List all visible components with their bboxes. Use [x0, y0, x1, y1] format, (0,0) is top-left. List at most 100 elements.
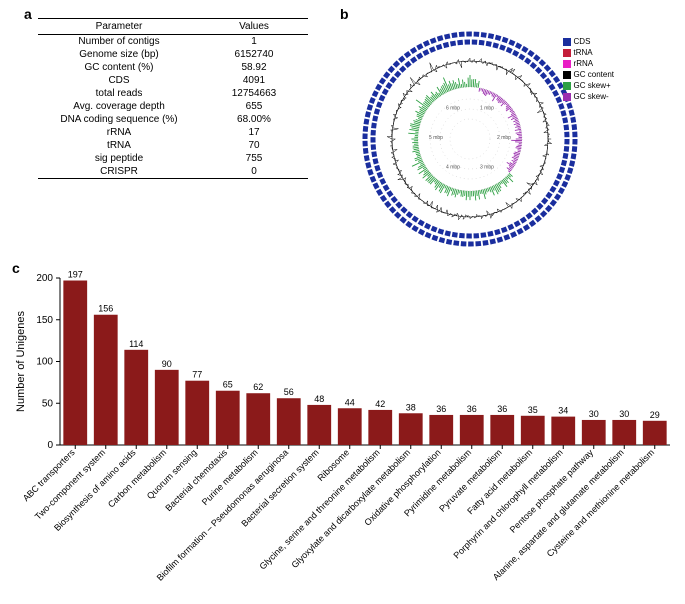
- legend-label: rRNA: [574, 58, 594, 69]
- legend-swatch: [563, 49, 571, 57]
- svg-text:2 mbp: 2 mbp: [497, 135, 511, 141]
- table-cell-param: tRNA: [38, 139, 200, 152]
- svg-text:35: 35: [528, 405, 538, 415]
- table-cell-value: 6152740: [200, 48, 308, 61]
- bar: [185, 381, 209, 445]
- bar: [399, 413, 423, 445]
- table-cell-param: Number of contigs: [38, 35, 200, 49]
- table-cell-param: total reads: [38, 87, 200, 100]
- table-cell-value: 70: [200, 139, 308, 152]
- table-cell-param: Avg. coverage depth: [38, 100, 200, 113]
- svg-text:77: 77: [192, 370, 202, 380]
- table-cell-param: CDS: [38, 74, 200, 87]
- svg-text:4 mbp: 4 mbp: [446, 164, 460, 170]
- table-row: Genome size (bp)6152740: [38, 48, 308, 61]
- bar: [521, 416, 545, 445]
- table-cell-value: 68.00%: [200, 113, 308, 126]
- table-cell-param: CRISPR: [38, 165, 200, 179]
- bar: [216, 391, 240, 445]
- legend-swatch: [563, 71, 571, 79]
- table-row: rRNA17: [38, 126, 308, 139]
- svg-text:0: 0: [47, 440, 53, 451]
- svg-text:200: 200: [36, 273, 53, 284]
- table-cell-value: 58.92: [200, 61, 308, 74]
- table-row: Number of contigs1: [38, 35, 308, 49]
- table-row: total reads12754663: [38, 87, 308, 100]
- svg-text:48: 48: [314, 394, 324, 404]
- svg-text:5 mbp: 5 mbp: [429, 135, 443, 141]
- svg-text:62: 62: [253, 382, 263, 392]
- table-header-param: Parameter: [38, 19, 200, 35]
- svg-text:156: 156: [98, 304, 113, 314]
- table-row: CDS4091: [38, 74, 308, 87]
- bar: [63, 281, 87, 445]
- legend-swatch: [563, 38, 571, 46]
- legend-label: GC skew+: [574, 80, 611, 91]
- svg-text:44: 44: [345, 397, 355, 407]
- table-cell-param: Genome size (bp): [38, 48, 200, 61]
- table-cell-value: 17: [200, 126, 308, 139]
- svg-text:42: 42: [375, 399, 385, 409]
- svg-text:36: 36: [497, 404, 507, 414]
- legend-item: GC content: [563, 69, 614, 80]
- svg-text:1 mbp: 1 mbp: [480, 106, 494, 112]
- table-cell-param: GC content (%): [38, 61, 200, 74]
- bar: [124, 350, 148, 445]
- bar: [277, 398, 301, 445]
- svg-text:38: 38: [406, 402, 416, 412]
- svg-text:197: 197: [68, 270, 83, 280]
- table-cell-value: 755: [200, 152, 308, 165]
- svg-text:100: 100: [36, 357, 53, 368]
- circos-legend: CDStRNArRNAGC contentGC skew+GC skew-: [563, 36, 614, 102]
- svg-text:Cysteine and methionine metabo: Cysteine and methionine metabolism: [545, 447, 656, 558]
- legend-item: CDS: [563, 36, 614, 47]
- table-cell-value: 0: [200, 165, 308, 179]
- bar: [643, 421, 667, 445]
- table-cell-value: 655: [200, 100, 308, 113]
- bar: [460, 415, 484, 445]
- svg-text:30: 30: [619, 409, 629, 419]
- table-cell-value: 4091: [200, 74, 308, 87]
- svg-text:36: 36: [436, 404, 446, 414]
- svg-text:Number of Unigenes: Number of Unigenes: [15, 311, 27, 412]
- table-row: DNA coding sequence (%)68.00%: [38, 113, 308, 126]
- svg-text:3 mbp: 3 mbp: [480, 164, 494, 170]
- svg-text:90: 90: [162, 359, 172, 369]
- genome-stats-table: Parameter Values Number of contigs1Genom…: [38, 18, 308, 179]
- svg-text:Purine metabolism: Purine metabolism: [200, 447, 260, 507]
- table-row: sig peptide755: [38, 152, 308, 165]
- svg-text:114: 114: [129, 339, 143, 349]
- legend-item: rRNA: [563, 58, 614, 69]
- svg-text:ABC transporters: ABC transporters: [21, 447, 77, 503]
- svg-text:36: 36: [467, 404, 477, 414]
- unigene-bar-chart: 0 50 100 150 200 Number of Unigenes 197 ABC tra…: [10, 270, 675, 600]
- legend-label: GC content: [574, 69, 614, 80]
- legend-label: GC skew-: [574, 91, 609, 102]
- svg-text:30: 30: [589, 409, 599, 419]
- svg-text:150: 150: [36, 315, 53, 326]
- table-row: GC content (%)58.92: [38, 61, 308, 74]
- bar: [155, 370, 179, 445]
- svg-text:50: 50: [42, 398, 54, 409]
- legend-item: GC skew-: [563, 91, 614, 102]
- bar: [338, 408, 362, 445]
- table-cell-param: DNA coding sequence (%): [38, 113, 200, 126]
- bar: [429, 415, 453, 445]
- table-row: tRNA70: [38, 139, 308, 152]
- table-row: Avg. coverage depth655: [38, 100, 308, 113]
- panel-label-a: a: [24, 6, 32, 22]
- bar: [490, 415, 514, 445]
- legend-swatch: [563, 60, 571, 68]
- table-cell-param: rRNA: [38, 126, 200, 139]
- svg-text:56: 56: [284, 387, 294, 397]
- circular-genome-plot: 1 mbp2 mbp3 mbp4 mbp5 mbp6 mbp CDStRNArR…: [350, 14, 620, 254]
- panel-label-b: b: [340, 6, 349, 22]
- bar: [246, 393, 270, 445]
- bar: [307, 405, 331, 445]
- bar: [612, 420, 636, 445]
- legend-swatch: [563, 93, 571, 101]
- svg-text:29: 29: [650, 410, 660, 420]
- legend-swatch: [563, 82, 571, 90]
- legend-label: tRNA: [574, 47, 593, 58]
- svg-text:34: 34: [558, 406, 568, 416]
